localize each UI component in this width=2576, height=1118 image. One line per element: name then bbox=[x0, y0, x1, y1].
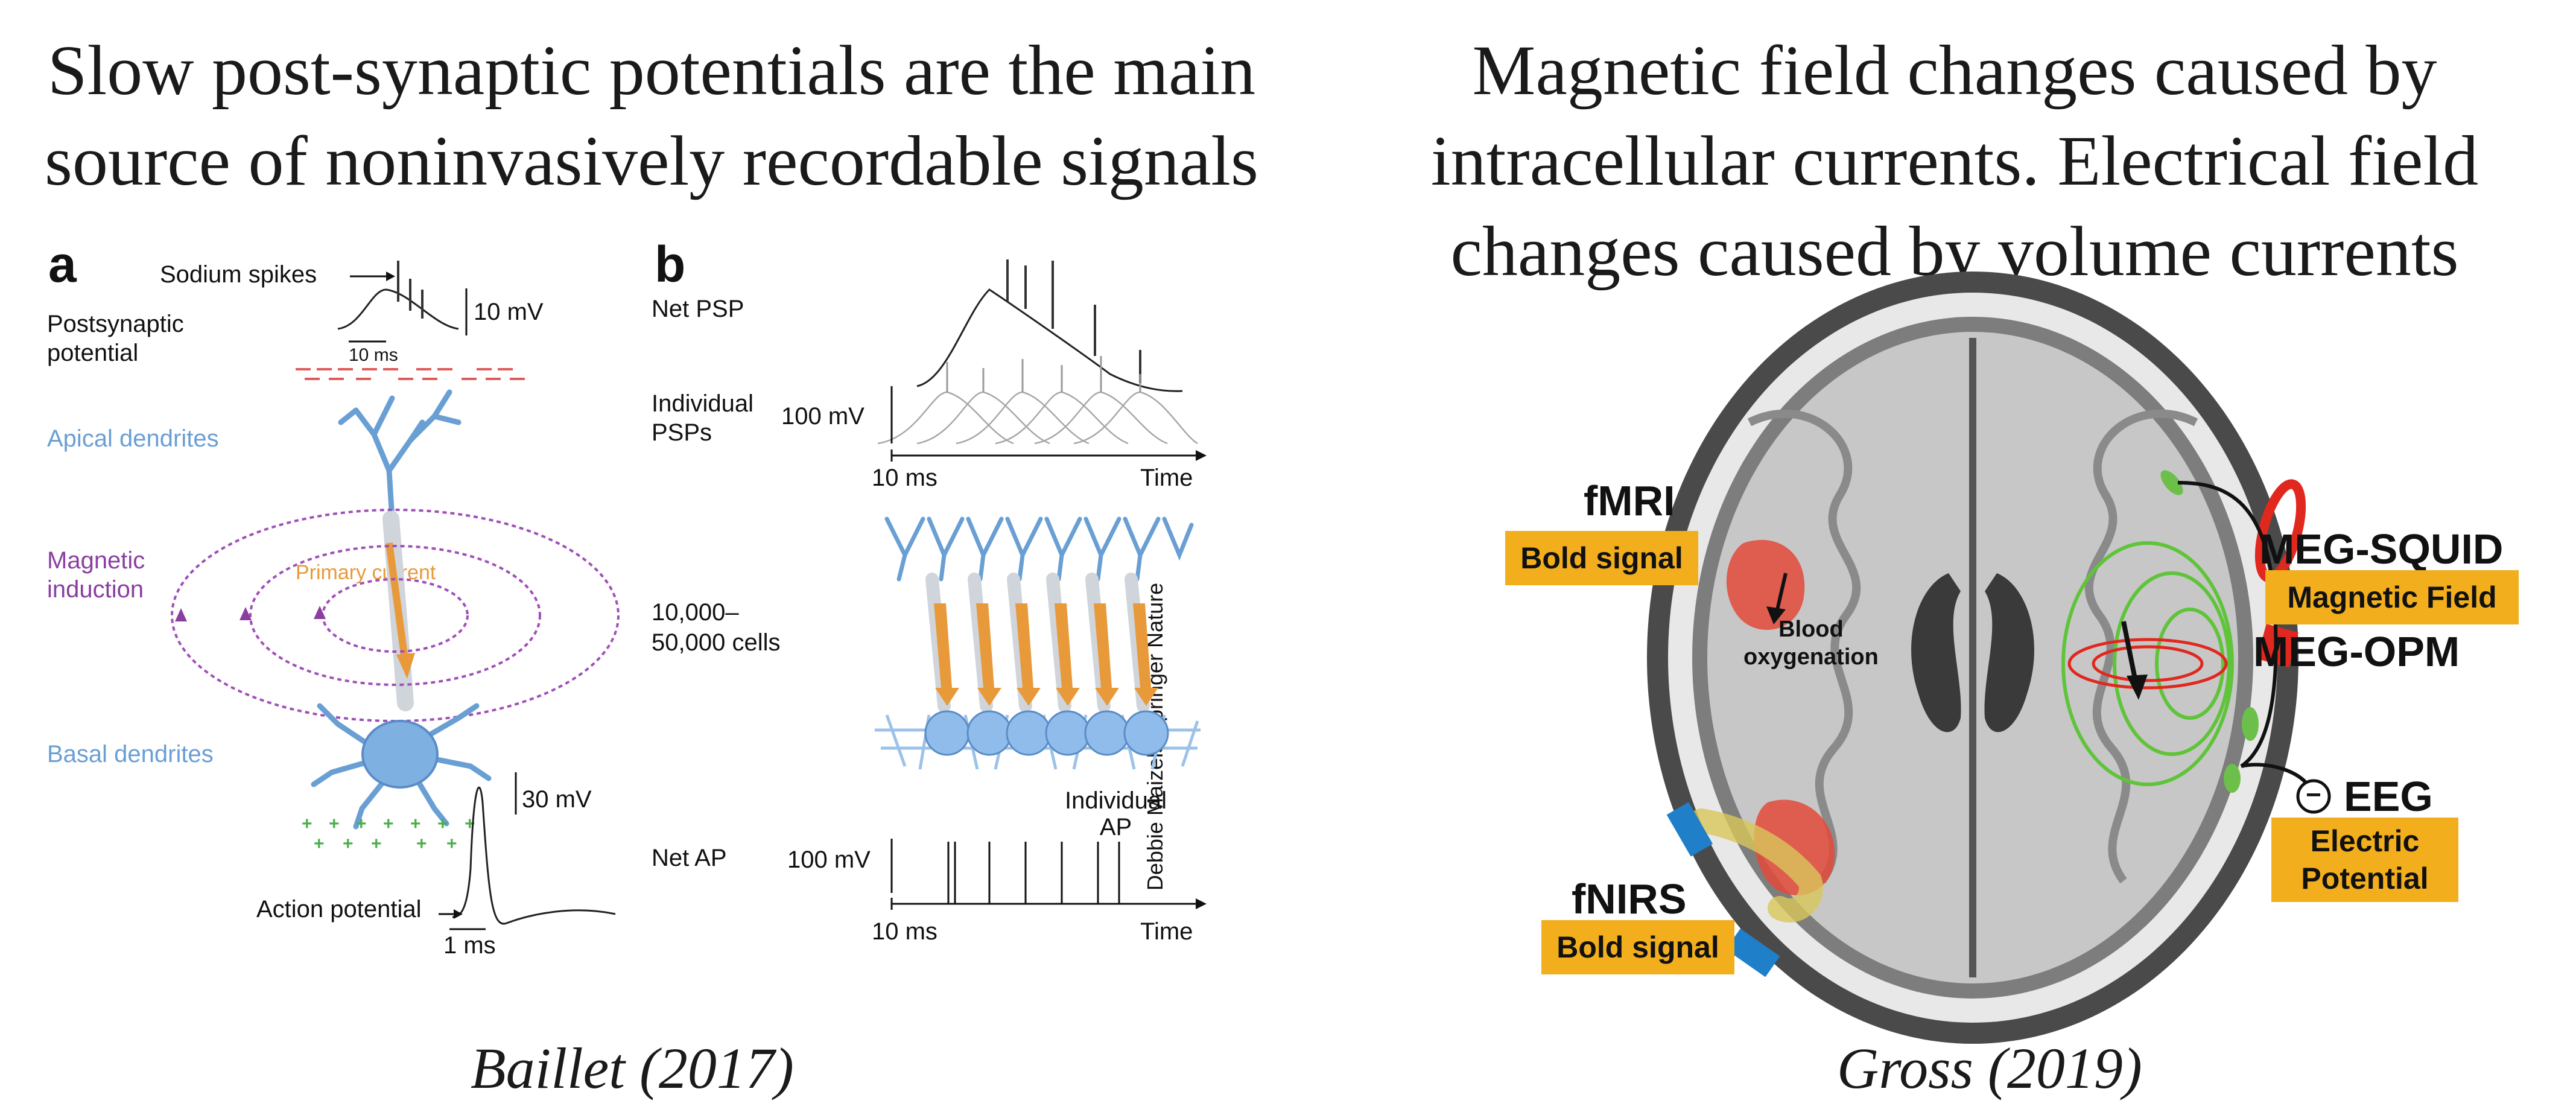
magnetic-induction-line-1: Magnetic bbox=[47, 547, 145, 574]
svg-text:+: + bbox=[356, 814, 367, 834]
cells-label-line-1: 10,000– bbox=[652, 599, 739, 626]
panel-a-letter: a bbox=[48, 236, 77, 293]
svg-text:+: + bbox=[302, 814, 312, 834]
scale-1ms-label: 1 ms bbox=[443, 932, 496, 959]
magnetic-induction-line-2: induction bbox=[47, 576, 144, 603]
individual-ap-line-1: Individual bbox=[1065, 787, 1167, 814]
axis-10ms-top-label: 10 ms bbox=[872, 465, 937, 491]
brain-figure bbox=[1647, 272, 2331, 1044]
primary-current-label: Primary current bbox=[296, 561, 436, 584]
svg-text:+: + bbox=[416, 834, 427, 854]
eeg-badge-line-2: Potential bbox=[2301, 862, 2429, 895]
panel-a-figure: + + + + + + + + + + + + bbox=[171, 261, 620, 930]
meg-squid-label: MEG-SQUID bbox=[2259, 526, 2504, 573]
scale-30mv-label: 30 mV bbox=[522, 786, 592, 813]
left-heading-line-2: source of noninvasively recordable signa… bbox=[45, 121, 1258, 200]
svg-text:+: + bbox=[383, 814, 394, 834]
individual-ap-line-2: AP bbox=[1099, 814, 1132, 840]
axis-time-bottom-label: Time bbox=[1140, 918, 1193, 945]
blood-oxygenation-line-1: Blood bbox=[1778, 617, 1844, 642]
meg-squid-badge: Magnetic Field bbox=[2265, 570, 2519, 624]
svg-text:+: + bbox=[446, 834, 457, 854]
individual-psps-line-2: PSPs bbox=[652, 419, 712, 446]
svg-text:+: + bbox=[410, 814, 421, 834]
action-potential-label: Action potential bbox=[256, 896, 422, 923]
svg-text:+: + bbox=[314, 834, 325, 854]
scale-10mv-label: 10 mV bbox=[474, 299, 544, 325]
blood-oxygenation-label: Blood oxygenation bbox=[1743, 615, 1879, 671]
axis-10ms-bottom-label: 10 ms bbox=[872, 918, 937, 945]
fnirs-badge: Bold signal bbox=[1541, 920, 1734, 974]
psp-label: Postsynaptic potential bbox=[47, 310, 184, 367]
panel-b-figure bbox=[875, 259, 1207, 910]
left-heading: Slow post-synaptic potentials are the ma… bbox=[18, 25, 1285, 206]
fmri-label: fMRI bbox=[1584, 477, 1675, 524]
net-psp-label: Net PSP bbox=[652, 296, 744, 322]
net-ap-label: Net AP bbox=[652, 845, 727, 871]
left-citation: Baillet (2017) bbox=[471, 1036, 794, 1101]
individual-psps-line-1: Individual bbox=[652, 390, 754, 417]
axis-time-top-label: Time bbox=[1140, 465, 1193, 491]
eeg-minus-symbol: − bbox=[2306, 780, 2321, 810]
cells-label-line-2: 50,000 cells bbox=[652, 629, 781, 656]
scale-10ms-label: 10 ms bbox=[349, 345, 398, 365]
meg-opm-label: MEG-OPM bbox=[2253, 628, 2460, 675]
scale-100mv-bottom-label: 100 mV bbox=[787, 846, 871, 873]
eeg-badge-line-1: Electric bbox=[2310, 824, 2420, 858]
scale-100mv-top-label: 100 mV bbox=[781, 403, 864, 430]
eeg-label: EEG bbox=[2344, 773, 2433, 820]
left-heading-line-1: Slow post-synaptic potentials are the ma… bbox=[47, 31, 1256, 110]
apical-dendrites-label: Apical dendrites bbox=[47, 425, 219, 452]
basal-dendrites-label: Basal dendrites bbox=[47, 741, 214, 767]
svg-text:+: + bbox=[343, 834, 354, 854]
panel-b-letter: b bbox=[655, 236, 686, 293]
individual-ap-label: Individual AP bbox=[1065, 787, 1167, 840]
right-citation: Gross (2019) bbox=[1837, 1036, 2142, 1101]
svg-text:+: + bbox=[329, 814, 340, 834]
blood-oxygenation-line-2: oxygenation bbox=[1743, 644, 1879, 670]
psp-label-line-1: Postsynaptic bbox=[47, 311, 184, 337]
right-heading-line-1: Magnetic field changes caused by bbox=[1472, 31, 2437, 110]
fnirs-label: fNIRS bbox=[1572, 875, 1687, 923]
magnetic-induction-label: Magnetic induction bbox=[47, 546, 145, 604]
individual-psps-label: Individual PSPs bbox=[652, 389, 753, 447]
svg-text:+: + bbox=[437, 814, 448, 834]
psp-label-line-2: potential bbox=[47, 340, 139, 366]
sodium-spikes-label: Sodium spikes bbox=[160, 261, 317, 288]
cells-label: 10,000– 50,000 cells bbox=[652, 597, 780, 658]
right-heading-line-2: intracellular currents. Electrical field bbox=[1430, 121, 2479, 200]
eeg-badge: Electric Potential bbox=[2271, 818, 2458, 902]
svg-text:+: + bbox=[371, 834, 382, 854]
fmri-badge: Bold signal bbox=[1505, 531, 1698, 585]
